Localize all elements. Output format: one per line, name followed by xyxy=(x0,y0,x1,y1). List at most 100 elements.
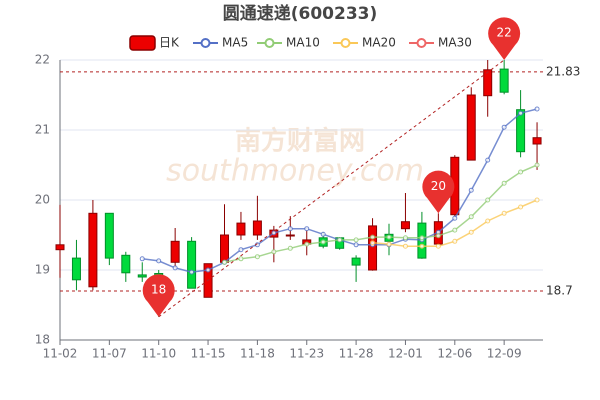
ma-point xyxy=(337,237,343,243)
ma-point xyxy=(139,256,145,262)
watermark: 南方财富网 xyxy=(235,126,365,157)
ma-line xyxy=(224,164,538,264)
marker-pin xyxy=(422,170,455,214)
marker-pin xyxy=(142,274,175,317)
legend-icon xyxy=(340,38,351,48)
ma-point xyxy=(320,239,326,245)
ma-point xyxy=(419,235,425,241)
x-tick-label: 11-07 xyxy=(92,347,127,361)
ma-point xyxy=(287,226,293,232)
ma-point xyxy=(304,241,310,247)
marker-pin xyxy=(488,17,521,60)
reference-label: 21.83 xyxy=(546,64,580,78)
chart-title: 圆通速递(600233) xyxy=(223,3,378,24)
candle-body xyxy=(220,234,229,263)
ma-point xyxy=(238,247,244,253)
ma-point xyxy=(501,124,507,130)
x-tick-label: 11-18 xyxy=(240,347,275,361)
x-tick-label: 12-09 xyxy=(487,347,522,361)
candle-body xyxy=(483,69,493,97)
ma-point xyxy=(452,227,458,233)
x-tick-label: 11-02 xyxy=(43,347,78,361)
marker-label: 18 xyxy=(151,282,166,296)
candle-body xyxy=(516,109,526,153)
x-tick-label: 12-01 xyxy=(388,347,423,361)
ma-point xyxy=(518,110,524,116)
ma-point xyxy=(468,229,474,235)
legend-label: MA20 xyxy=(362,36,396,50)
x-tick-label: 11-23 xyxy=(289,347,324,361)
ma-point xyxy=(419,243,425,249)
y-tick-label: 22 xyxy=(35,53,50,67)
candle-body xyxy=(71,257,81,281)
ma-point xyxy=(353,242,359,248)
ma-point xyxy=(238,256,244,262)
ma-point xyxy=(287,245,293,251)
candle-body xyxy=(236,222,246,236)
candle-body xyxy=(368,225,378,271)
x-tick-label: 11-15 xyxy=(191,347,226,361)
x-tick-label: 11-28 xyxy=(339,347,374,361)
y-tick-label: 21 xyxy=(35,123,50,137)
ma-point xyxy=(534,162,540,168)
candle-body xyxy=(137,274,147,278)
candle-body xyxy=(104,212,114,259)
marker-label: 22 xyxy=(497,26,512,40)
ma-point xyxy=(271,230,277,236)
ma-point xyxy=(534,197,540,203)
ma-point xyxy=(501,180,507,186)
legend-icon xyxy=(416,38,427,48)
ma-point xyxy=(435,243,441,249)
ma-point xyxy=(370,234,376,240)
ma-point xyxy=(534,106,540,112)
candle-body xyxy=(400,221,410,230)
y-tick-label: 20 xyxy=(35,193,50,207)
ma-point xyxy=(271,249,277,255)
x-tick-label: 11-10 xyxy=(141,347,176,361)
ma-point xyxy=(370,240,376,246)
reference-label: 18.7 xyxy=(546,284,573,298)
ma-point xyxy=(386,234,392,240)
candle-body xyxy=(351,257,361,266)
y-tick-label: 18 xyxy=(35,333,50,347)
legend-label: 日K xyxy=(159,36,180,50)
ma-point xyxy=(386,241,392,247)
ma-point xyxy=(452,238,458,244)
ma-point xyxy=(320,231,326,237)
x-tick-label: 12-06 xyxy=(437,347,472,361)
candle-body xyxy=(252,220,262,236)
y-tick-label: 19 xyxy=(35,263,50,277)
ma-point xyxy=(468,187,474,193)
ma-point xyxy=(518,204,524,210)
ma-point xyxy=(435,233,441,239)
legend-icon xyxy=(264,38,275,48)
legend-label: MA10 xyxy=(286,36,320,50)
marker-label: 20 xyxy=(431,179,446,193)
candle-body xyxy=(532,137,542,145)
ma-point xyxy=(402,235,408,241)
ma-point xyxy=(254,254,260,260)
candle-body xyxy=(499,68,509,93)
candle-body xyxy=(285,234,295,237)
ma-point xyxy=(205,267,211,273)
legend-icon xyxy=(200,38,211,48)
watermark: southmoney.com xyxy=(166,154,424,189)
ma-point xyxy=(156,258,162,264)
legend-label: MA5 xyxy=(222,36,248,50)
ma-point xyxy=(172,265,178,271)
ma-point xyxy=(353,237,359,243)
ma-point xyxy=(402,243,408,249)
candle-body xyxy=(466,94,476,161)
candle-body xyxy=(121,254,131,274)
candle-body xyxy=(88,212,98,288)
ma-point xyxy=(485,157,491,163)
legend-label: MA30 xyxy=(438,36,472,50)
candle-body xyxy=(55,244,65,251)
legend-icon xyxy=(129,35,156,51)
ma-point xyxy=(485,218,491,224)
ma-point xyxy=(452,215,458,221)
ma-point xyxy=(189,269,195,275)
ma-point xyxy=(518,169,524,175)
ma-point xyxy=(468,214,474,220)
